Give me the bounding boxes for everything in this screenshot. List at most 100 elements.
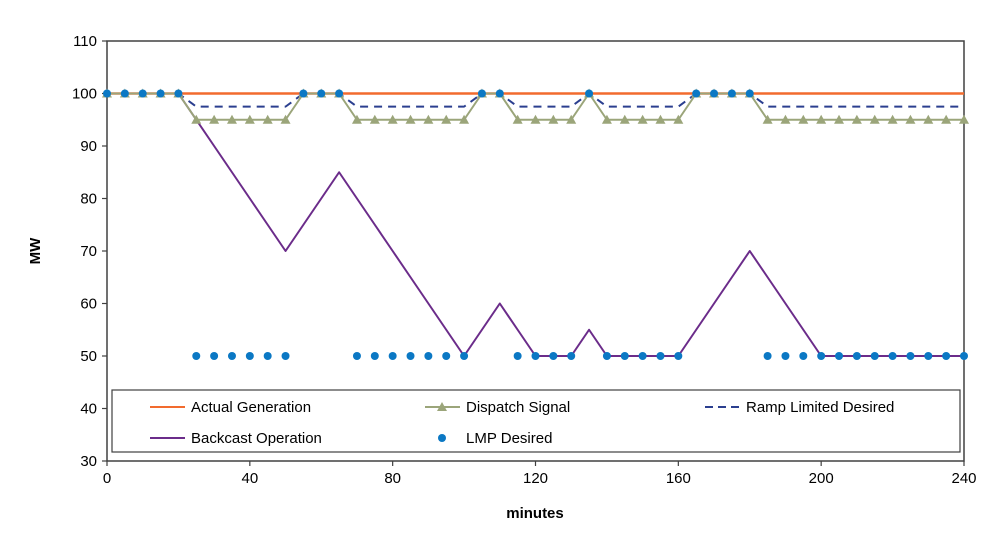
data-point: [960, 352, 968, 360]
axes: 30 40 50 60 70 80 90 100 110 0 40 80 120 160 200 240: [72, 33, 977, 487]
data-point: [799, 352, 808, 360]
series-lmp-desired: [103, 89, 968, 360]
x-tick-label: 40: [241, 470, 258, 487]
data-point: [513, 352, 522, 360]
data-point: [156, 89, 165, 98]
x-tick-label: 240: [951, 470, 976, 487]
y-tick-label: 30: [80, 453, 97, 470]
data-point: [906, 352, 915, 360]
data-point: [192, 352, 201, 360]
data-point: [210, 352, 219, 360]
legend-label-dispatch-signal: Dispatch Signal: [466, 399, 570, 416]
data-point: [655, 114, 666, 124]
legend-label-actual-generation: Actual Generation: [191, 399, 311, 416]
data-point: [441, 114, 452, 124]
data-point: [619, 114, 630, 124]
data-point: [388, 352, 397, 360]
data-point: [549, 352, 558, 360]
data-point: [531, 352, 540, 360]
data-point: [941, 114, 952, 124]
data-point: [512, 114, 523, 124]
data-point: [442, 352, 451, 360]
data-point: [209, 114, 220, 124]
data-point: [424, 352, 433, 360]
x-tick-label: 80: [384, 470, 401, 487]
data-point: [459, 114, 470, 124]
data-point: [406, 352, 415, 360]
x-tick-label: 0: [103, 470, 111, 487]
data-point: [351, 114, 362, 124]
data-point: [103, 89, 111, 98]
series-layer: [102, 88, 969, 360]
data-point: [601, 114, 612, 124]
data-point: [959, 114, 969, 124]
data-point: [870, 352, 879, 360]
data-point: [120, 89, 129, 98]
data-point: [263, 352, 272, 360]
data-point: [656, 352, 665, 360]
x-tick-label: 120: [523, 470, 548, 487]
data-point: [763, 352, 772, 360]
data-point: [585, 89, 594, 98]
data-point: [780, 114, 791, 124]
data-point: [369, 114, 380, 124]
data-point: [191, 114, 202, 124]
series-backcast-operation: [107, 92, 964, 357]
data-point: [370, 352, 379, 360]
data-point: [710, 89, 719, 98]
x-tick-label: 200: [809, 470, 834, 487]
data-point: [227, 352, 236, 360]
data-point: [477, 89, 486, 98]
legend-marker-dispatch-signal: [437, 402, 447, 411]
y-tick-label: 110: [73, 33, 97, 50]
legend-marker-lmp-desired: [438, 434, 446, 442]
data-point: [817, 352, 826, 360]
data-point: [942, 352, 951, 360]
y-tick-label: 100: [72, 86, 97, 103]
data-point: [602, 352, 611, 360]
data-point: [673, 114, 684, 124]
data-point: [262, 114, 273, 124]
data-point: [405, 114, 416, 124]
data-point: [887, 114, 898, 124]
data-point: [460, 352, 469, 360]
data-point: [620, 352, 629, 360]
data-point: [924, 352, 933, 360]
data-point: [387, 114, 398, 124]
data-point: [495, 89, 504, 98]
legend-label-backcast-operation: Backcast Operation: [191, 430, 322, 447]
x-tick-label: 160: [666, 470, 691, 487]
data-point: [281, 352, 290, 360]
data-point: [548, 114, 559, 124]
data-point: [335, 89, 344, 98]
data-point: [834, 114, 845, 124]
series-ramp-limited-desired: [107, 92, 964, 108]
y-tick-label: 50: [80, 348, 97, 365]
data-point: [745, 89, 754, 98]
data-point: [245, 352, 254, 360]
y-tick-label: 40: [80, 401, 97, 418]
y-tick-label: 80: [80, 191, 97, 208]
data-point: [244, 114, 255, 124]
data-point: [567, 352, 576, 360]
data-point: [280, 114, 291, 124]
legend: Actual Generation Dispatch Signal Ramp Lim…: [111, 389, 961, 453]
legend-label-ramp-limited-desired: Ramp Limited Desired: [746, 399, 894, 416]
x-axis-label: minutes: [506, 505, 564, 522]
data-point: [530, 114, 541, 124]
data-point: [138, 89, 147, 98]
data-point: [781, 352, 790, 360]
data-point: [923, 114, 934, 124]
data-point: [299, 89, 308, 98]
data-point: [869, 114, 880, 124]
legend-label-lmp-desired: LMP Desired: [466, 430, 552, 447]
y-tick-label: 70: [80, 243, 97, 260]
y-tick-label: 60: [80, 296, 97, 313]
data-point: [852, 352, 861, 360]
data-point: [352, 352, 361, 360]
data-point: [762, 114, 773, 124]
data-point: [798, 114, 809, 124]
data-point: [638, 352, 647, 360]
data-point: [905, 114, 916, 124]
